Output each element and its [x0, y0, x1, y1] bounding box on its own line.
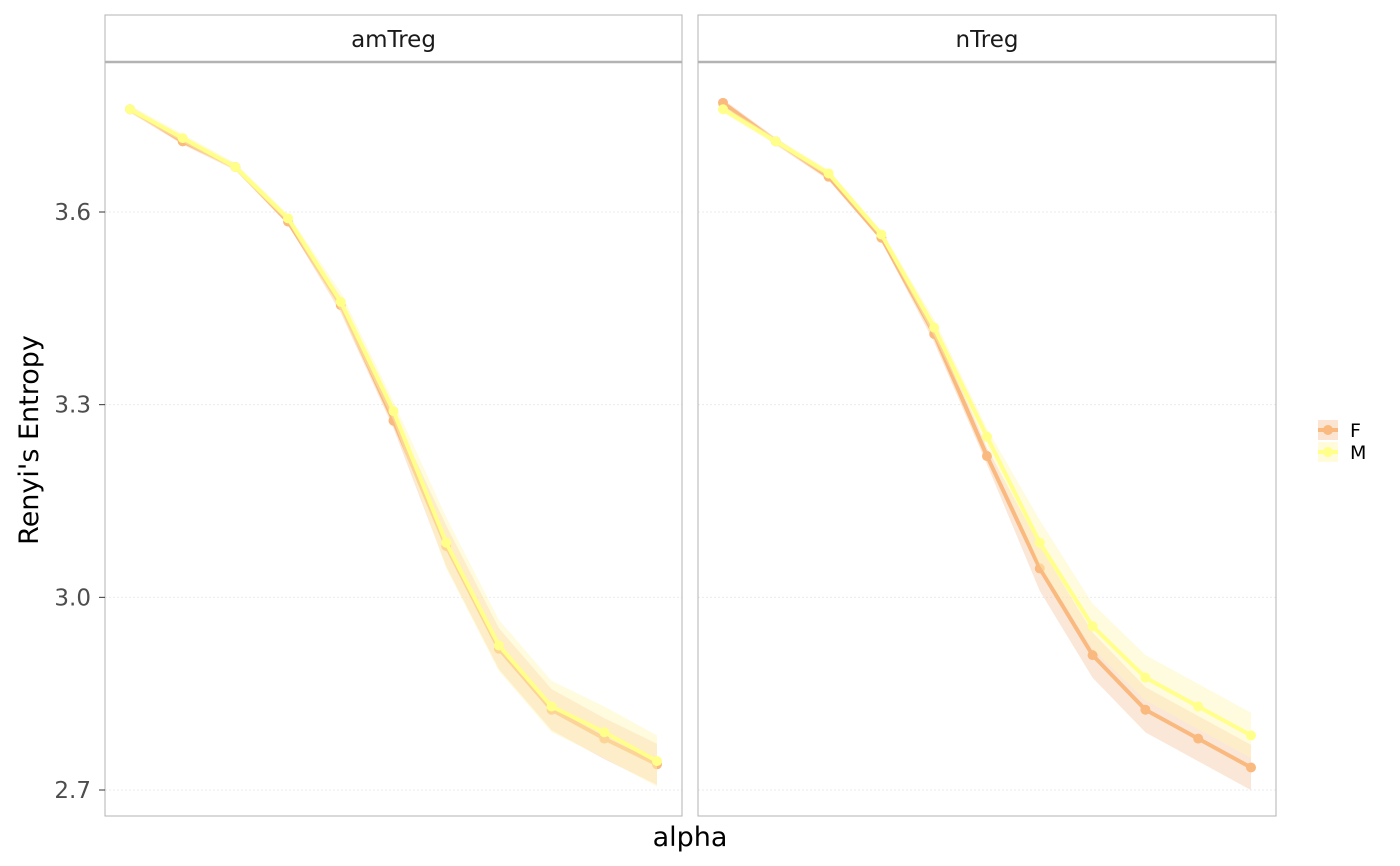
panel-border [697, 61, 1277, 817]
data-point [718, 104, 728, 115]
y-axis-title: Renyi's Entropy [14, 335, 45, 545]
legend: FM [1318, 420, 1366, 464]
legend-item-F: F [1318, 420, 1361, 442]
legend-label: M [1350, 442, 1366, 464]
facet-panels: amTreg nTreg [104, 14, 1277, 817]
data-point [230, 162, 241, 173]
legend-item-M: M [1318, 442, 1366, 464]
data-point [1034, 563, 1045, 574]
legend-key-point [1323, 447, 1333, 457]
data-point [982, 451, 992, 462]
facet-panel-nTreg: nTreg [697, 14, 1277, 817]
data-point [599, 727, 610, 738]
legend-key-point [1323, 425, 1333, 435]
data-point [335, 296, 346, 307]
data-point [1087, 650, 1098, 661]
data-point [546, 701, 557, 712]
series-M-amTreg [125, 104, 662, 787]
data-point [1193, 733, 1204, 744]
data-point [929, 322, 940, 333]
x-axis-title: alpha [653, 822, 728, 853]
facet-panel-amTreg: amTreg [104, 14, 683, 817]
data-point [441, 537, 452, 548]
facet-strip-label: amTreg [351, 27, 436, 53]
data-point [1087, 621, 1098, 632]
data-point [652, 756, 662, 767]
data-point [177, 133, 188, 144]
data-point [1034, 537, 1045, 548]
y-tick-label: 3.0 [54, 585, 91, 611]
y-axis: 2.7 3.0 3.3 3.6 [54, 200, 105, 804]
panel-border [104, 61, 683, 817]
y-tick-label: 3.3 [54, 393, 91, 419]
data-point [493, 640, 504, 651]
data-point [876, 229, 887, 240]
data-point [1246, 730, 1256, 741]
legend-label: F [1350, 420, 1361, 442]
data-point [283, 213, 294, 224]
facet-strip-label: nTreg [956, 27, 1019, 53]
data-point [823, 168, 834, 179]
y-tick-label: 2.7 [54, 778, 91, 804]
data-point [982, 431, 992, 442]
data-point [388, 406, 399, 417]
data-point [125, 104, 135, 115]
panel-background [105, 62, 682, 816]
data-point [770, 136, 781, 147]
series-M-nTreg [718, 104, 1256, 759]
data-point [1140, 704, 1151, 715]
data-point [1193, 701, 1204, 712]
data-point [1246, 762, 1256, 773]
y-tick-label: 3.6 [54, 200, 91, 226]
data-point [1140, 672, 1151, 683]
confidence-ribbon [723, 99, 1251, 791]
confidence-ribbon [130, 105, 657, 787]
facet-strip [697, 14, 1277, 63]
